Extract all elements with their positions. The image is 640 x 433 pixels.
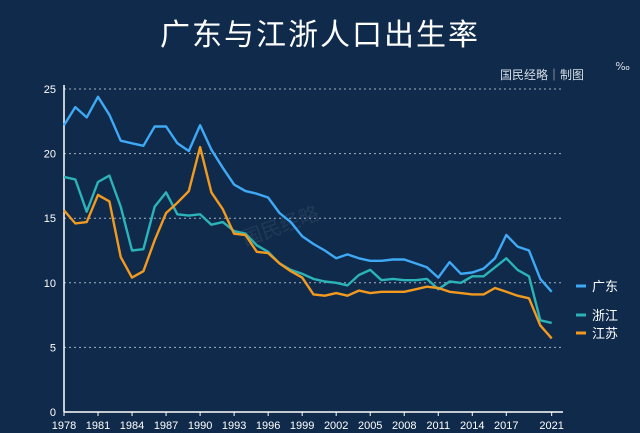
y-tick-label-25: 25 [44,84,56,96]
x-tick-label-1996: 1996 [256,420,280,432]
unit-label: ‰ [615,60,630,73]
x-tick-label-1993: 1993 [222,420,246,432]
legend-label-1: 浙江 [592,309,618,324]
series-line-2 [63,145,553,340]
y-tick-label-0: 0 [50,407,56,419]
legend-label-0: 广东 [592,280,618,295]
legend-label-2: 江苏 [592,326,618,342]
x-tick-label-1981: 1981 [86,420,110,432]
series-line-0 [62,95,553,293]
x-tick-label-2011: 2011 [426,420,450,432]
x-tick-label-1987: 1987 [154,420,178,432]
x-tick-label-1990: 1990 [188,420,212,432]
chart-title: 广东与江浙人口出生率 [160,18,480,53]
x-tick-label-2002: 2002 [324,420,348,432]
x-tick-label-2008: 2008 [392,420,416,432]
y-tick-label-5: 5 [50,342,56,354]
x-tick-label-2014: 2014 [460,420,484,432]
series-line-1 [63,174,552,325]
x-tick-label-1978: 1978 [52,420,76,432]
x-tick-label-2017: 2017 [494,420,518,432]
x-tick-label-2021: 2021 [539,420,563,432]
x-tick-label-1984: 1984 [120,420,144,432]
x-tick-label-2005: 2005 [358,420,382,432]
y-tick-label-15: 15 [44,213,56,225]
x-tick-label-1999: 1999 [290,420,314,432]
y-tick-label-10: 10 [44,278,56,290]
source-credit: 国民经略｜制图 [499,68,584,82]
y-tick-label-20: 20 [44,149,56,161]
